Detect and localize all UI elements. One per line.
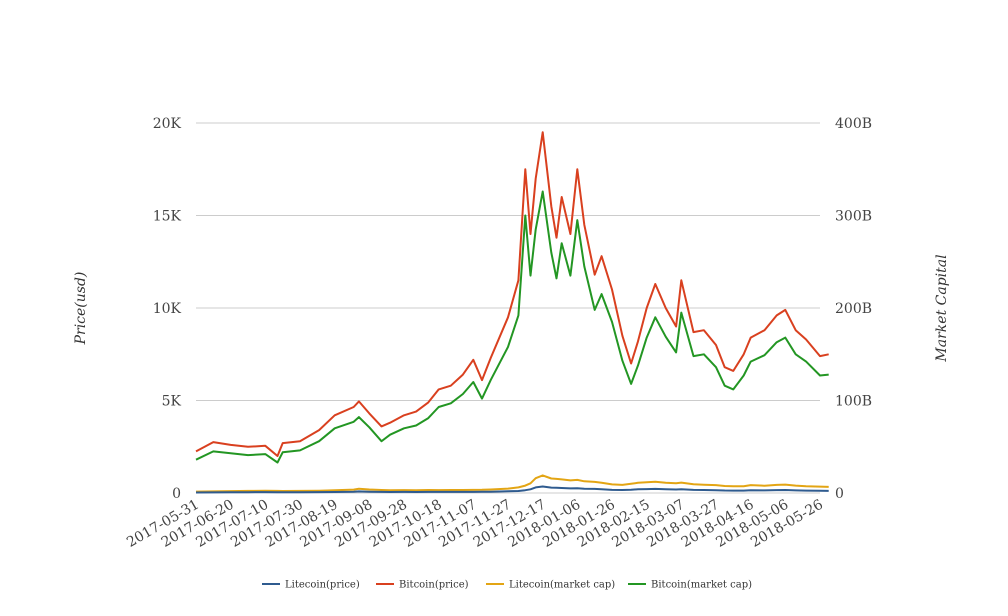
series-lines [195,131,829,494]
y-tick-label: 20K [153,116,182,132]
right-axis-ticks: 0 100B 200B 300B 400B [835,116,872,502]
y2-tick-label: 0 [835,486,844,502]
grid-lines [196,122,820,494]
legend-label: Litecoin(market cap) [509,580,615,591]
y-tick-label: 10K [153,301,182,317]
y2-tick-label: 200B [835,301,872,317]
y-axis-title: Price(usd) [73,272,89,346]
series-line-litecoin-mcap [195,474,829,493]
y2-tick-label: 100B [835,394,872,410]
series-line-bitcoin-price [195,131,829,457]
legend: Litecoin(price) Bitcoin(price) Litecoin(ma… [262,580,752,591]
series-line-litecoin-price [195,485,829,494]
y-tick-label: 5K [162,394,182,410]
y2-axis-title: Market Capital [934,254,950,362]
series-line-bitcoin-mcap [195,190,829,464]
y-tick-label: 15K [153,209,182,225]
y2-tick-label: 300B [835,209,872,225]
legend-label: Bitcoin(market cap) [651,580,752,591]
x-axis-ticks: 2017-05-312017-06-202017-07-102017-07-30… [124,497,826,551]
y2-tick-label: 400B [835,116,872,132]
legend-label: Litecoin(price) [285,580,360,591]
legend-label: Bitcoin(price) [399,580,469,591]
left-axis-ticks: 0 5K 10K 15K 20K [153,116,182,502]
y-tick-label: 0 [172,486,181,502]
